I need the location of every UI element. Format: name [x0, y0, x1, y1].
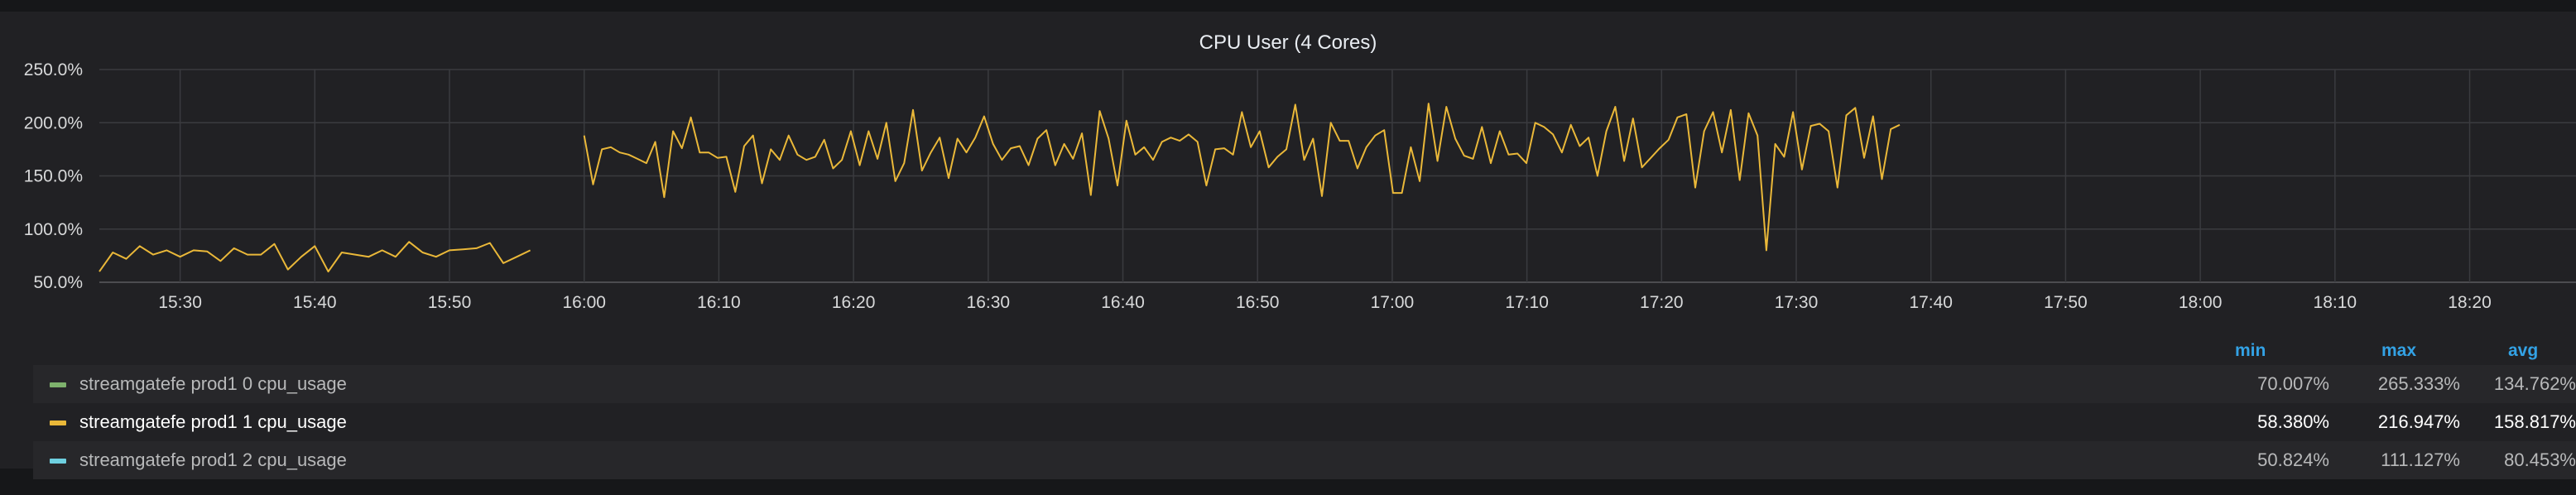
x-tick-label: 17:00: [1371, 293, 1415, 312]
legend-max-value: 111.127%: [2381, 449, 2460, 470]
y-tick-label: 150.0%: [24, 167, 83, 186]
legend-max-value: 216.947%: [2377, 411, 2460, 432]
legend-item[interactable]: streamgatefe prod1 0 cpu_usage 70.007% 2…: [33, 365, 2576, 403]
legend-avg-value: 80.453%: [2504, 449, 2576, 470]
x-tick-label: 17:10: [1505, 293, 1549, 312]
x-tick-label: 17:50: [2044, 293, 2088, 312]
x-tick-label: 18:00: [2179, 293, 2223, 312]
series-line-segment[interactable]: [99, 241, 531, 273]
legend-avg-value: 134.762%: [2493, 373, 2576, 394]
legend-avg-value: 158.817%: [2493, 411, 2576, 432]
x-tick-label: 18:20: [2448, 293, 2492, 312]
legend-table: min max avg streamgatefe prod1 0 cpu_usa…: [33, 326, 2576, 480]
legend-min-value: 58.380%: [2257, 411, 2329, 432]
y-axis: 250.0% 200.0% 150.0% 100.0% 50.0%: [24, 60, 83, 292]
legend-series-name: streamgatefe prod1 1 cpu_usage: [79, 411, 347, 432]
series-color-swatch[interactable]: [50, 382, 66, 387]
series-lines: [99, 103, 1901, 273]
legend-header-min[interactable]: min: [2235, 341, 2266, 360]
legend-header-avg[interactable]: avg: [2508, 341, 2539, 360]
cpu-chart: 250.0% 200.0% 150.0% 100.0% 50.0% 15:30 15:40…: [24, 60, 2576, 312]
y-tick-label: 100.0%: [24, 220, 83, 239]
x-tick-label: 17:40: [1909, 293, 1953, 312]
x-tick-label: 16:50: [1236, 293, 1280, 312]
series-line-segment[interactable]: [583, 103, 1901, 252]
x-tick-label: 16:20: [832, 293, 876, 312]
x-tick-label: 16:40: [1101, 293, 1145, 312]
y-tick-label: 50.0%: [33, 273, 83, 292]
x-tick-label: 15:40: [293, 293, 337, 312]
legend-series-name: streamgatefe prod1 0 cpu_usage: [79, 373, 347, 394]
legend-max-value: 265.333%: [2377, 373, 2460, 394]
x-tick-label: 17:30: [1775, 293, 1819, 312]
legend-header-max[interactable]: max: [2381, 341, 2417, 360]
series-color-swatch[interactable]: [50, 421, 66, 425]
grid: [99, 69, 2576, 283]
legend-series-name: streamgatefe prod1 2 cpu_usage: [79, 449, 347, 470]
legend-item[interactable]: streamgatefe prod1 2 cpu_usage 50.824% 1…: [33, 441, 2576, 479]
x-axis: 15:30 15:40 15:50 16:00 16:10 16:20 16:30 16:40…: [158, 293, 2491, 312]
graph-panel: CPU User (4 Cores) 250.0% 200.0% 150.0% 100…: [0, 12, 2576, 479]
x-tick-label: 15:50: [428, 293, 472, 312]
panel-title[interactable]: CPU User (4 Cores): [1199, 31, 1377, 54]
legend-item[interactable]: streamgatefe prod1 1 cpu_usage 58.380% 2…: [33, 403, 2576, 441]
y-tick-label: 200.0%: [24, 113, 83, 132]
x-tick-label: 15:30: [158, 293, 202, 312]
y-tick-label: 250.0%: [24, 60, 83, 79]
x-tick-label: 16:10: [697, 293, 741, 312]
legend-min-value: 50.824%: [2257, 449, 2329, 470]
x-tick-label: 17:20: [1640, 293, 1684, 312]
series-color-swatch[interactable]: [50, 459, 66, 464]
x-tick-label: 16:30: [967, 293, 1011, 312]
x-tick-label: 18:10: [2314, 293, 2357, 312]
legend-min-value: 70.007%: [2257, 373, 2329, 394]
x-tick-label: 16:00: [562, 293, 606, 312]
